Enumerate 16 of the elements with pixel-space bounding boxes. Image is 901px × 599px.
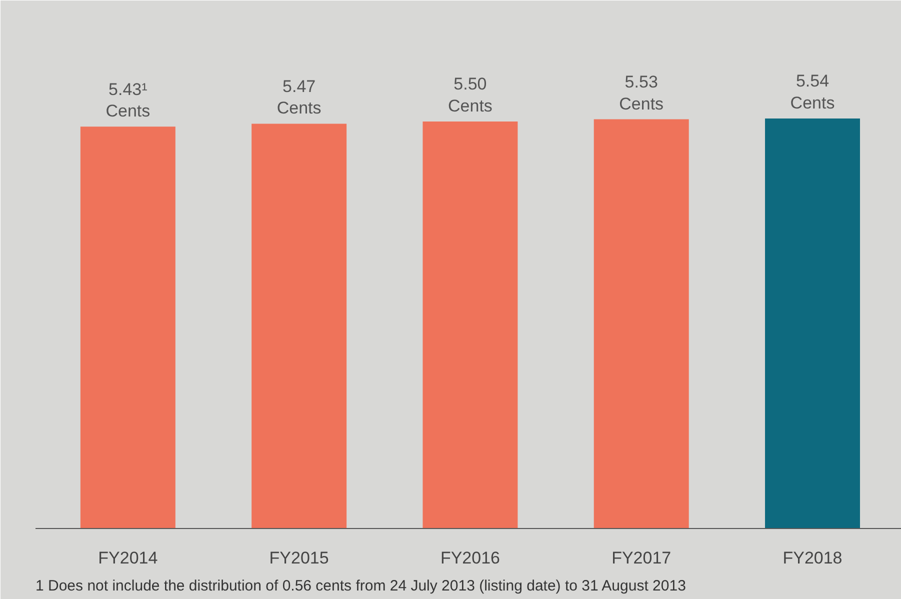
bar: [765, 118, 860, 528]
x-tick-label: FY2016: [440, 548, 500, 568]
x-tick-label: FY2018: [782, 548, 842, 568]
text: 1 Does not include the distribution of 0.56 cents from 24 July 2013 (listing date) to 31 August 2013: [36, 578, 686, 594]
x-tick-label: FY2014: [98, 548, 158, 568]
bar: [252, 124, 347, 528]
bar: [594, 119, 689, 528]
data-label: 5.43¹ Cents: [106, 80, 150, 121]
data-label: 5.47 Cents: [276, 76, 322, 118]
data-label: 5.50 Cents: [448, 74, 492, 116]
bar: [422, 122, 518, 528]
bar: [80, 126, 176, 528]
data-label: 5.54 Cents: [790, 72, 835, 113]
x-tick-label: FY2017: [612, 548, 672, 568]
data-label: 5.53 Cents: [619, 72, 664, 114]
x-tick-label: FY2015: [269, 548, 329, 568]
